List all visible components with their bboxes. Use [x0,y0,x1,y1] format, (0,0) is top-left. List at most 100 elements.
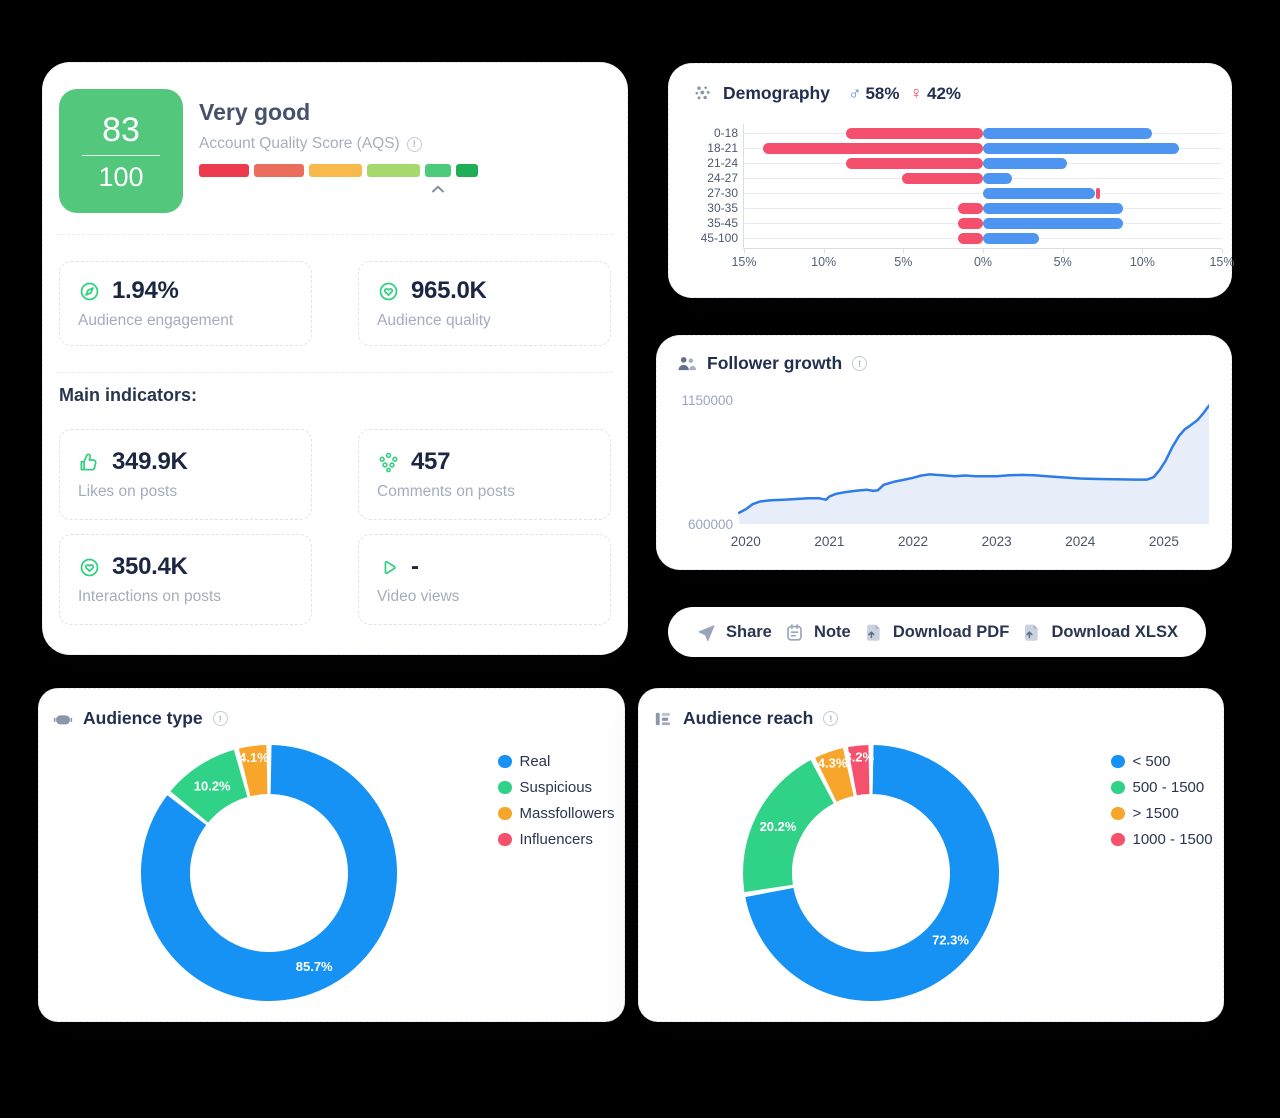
legend-label: > 1500 [1132,805,1179,822]
audience-type-title: Audience type [83,708,203,728]
x-axis-label: 10% [811,255,837,269]
demography-bar-male [983,217,1124,229]
growth-area [739,405,1209,524]
demography-title: Demography [723,83,830,103]
x-axis-tick [1222,249,1223,253]
donut-slice-massfollowers [238,745,269,797]
demography-row-label: 21-24 [707,156,738,170]
audience-reach-card: Audience reach ! 72.3% 20.2% 4.3% 3.2% < 50… [638,688,1224,1022]
demography-row-label: 18-21 [707,141,738,155]
stat-value: 965.0K [411,277,487,304]
info-icon[interactable]: ! [406,136,422,152]
growth-header: Follower growth ! [677,353,868,374]
thumbs-up-icon [78,451,101,474]
x-axis-label: 2021 [814,534,845,549]
female-percent: 42% [927,83,962,103]
female-share: ♀ 42% [910,83,962,104]
legend-label: Suspicious [519,779,593,796]
donut-slice-label: 20.2% [760,819,797,834]
legend-item: Suspicious [498,779,615,796]
legend-label: Massfollowers [519,805,615,822]
compass-icon [78,280,101,303]
x-axis-label: 2023 [981,534,1012,549]
share-icon [696,622,717,643]
action-label: Download XLSX [1051,622,1178,641]
aqs-score-max: 100 [98,161,144,192]
y-axis-label-min: 600000 [687,517,733,532]
growth-title: Follower growth [707,353,843,373]
audience_type-svg: 85.7% 10.2% 4.1% [141,745,397,1001]
legend-item: > 1500 [1111,805,1213,822]
legend-label: 1000 - 1500 [1132,831,1213,848]
indicator-card-comments: 457 Comments on posts [358,429,611,520]
demography-row-label: 24-27 [707,171,738,185]
demography-header: Demography ♂ 58% ♀ 42% [693,83,961,104]
stat-value: 1.94% [112,277,179,304]
demography-bar-male [983,232,1039,244]
legend-dot [498,754,512,769]
x-axis-label: 2022 [897,534,929,549]
note-button[interactable]: Note [784,622,851,643]
stat-label: Audience engagement [78,312,234,329]
donut-slice-1000-1500 [847,745,870,796]
audience-reach-donut: 72.3% 20.2% 4.3% 3.2% [741,743,1001,1003]
audience-type-card: Audience type ! 85.7% 10.2% 4.1% Real Suspi… [38,688,625,1022]
x-axis-label: 5% [1053,255,1072,269]
aqs-scale-segment [199,164,249,177]
x-axis-tick [983,249,984,253]
indicator-card-video: - Video views [358,534,611,625]
actions-bar: Share Note Download PDF Download XLSX [668,607,1206,657]
demography-bar-female [763,142,983,154]
demography-bar-male [983,157,1068,169]
legend-label: Real [519,753,551,770]
legend-dot [1111,806,1125,821]
demography-bar-male [983,127,1152,139]
legend-dot [1111,754,1125,769]
audience-type-donut: 85.7% 10.2% 4.1% [139,743,399,1003]
audience-reach-header: Audience reach ! [653,708,839,729]
growth-line [737,404,1211,514]
chevron-up-icon [431,180,445,193]
demography-row-label: 45-100 [700,231,738,245]
female-icon: ♀ [909,83,924,103]
aqs-scale-segment [254,164,304,177]
play-icon [377,556,400,579]
demography-bar-female [957,217,983,229]
stat-label: Audience quality [377,312,491,329]
indicator-value: 350.4K [112,553,188,580]
download-icon [1021,622,1042,643]
audience-type-icon [53,709,73,729]
y-axis-label-max: 1150000 [681,393,733,408]
aqs-scale-segment [309,164,362,177]
indicator-card-interactions: 350.4K Interactions on posts [59,534,312,625]
audience-type-legend: Real Suspicious Massfollowers Influencers [498,753,615,857]
audience_reach-svg: 72.3% 20.2% 4.3%3.2% [743,745,999,1001]
legend-item: 500 - 1500 [1111,779,1213,796]
indicator-label: Likes on posts [78,483,178,500]
stat-card-quality: 965.0K Audience quality [358,261,611,346]
download-xlsx-button[interactable]: Download XLSX [1021,622,1178,643]
donut-slice-suspicious [170,749,249,824]
aqs-rating: Very good [199,99,311,125]
indicator-card-likes: 349.9K Likes on posts [59,429,312,520]
indicator-label: Video views [377,588,460,605]
x-axis-tick [1142,249,1144,253]
divider [57,372,613,373]
demography-bar-female [845,127,983,139]
info-icon[interactable]: ! [823,711,839,726]
x-axis-label: 0% [973,255,993,269]
share-button[interactable]: Share [696,622,772,643]
donut-slice-label: 4.1% [239,750,269,765]
indicator-label: Comments on posts [377,483,515,500]
info-icon[interactable]: ! [212,711,228,726]
demography-bar-male [983,142,1179,154]
audience-type-header: Audience type ! [53,708,228,729]
info-icon[interactable]: ! [852,356,868,371]
indicator-value: - [411,553,419,580]
download-pdf-button[interactable]: Download PDF [863,622,1009,643]
aqs-scale-segment [456,164,478,177]
aqs-score: 83 [102,110,140,149]
male-icon: ♂ [847,83,862,103]
demography-bar-female [901,172,983,184]
x-axis-label: 5% [894,255,913,269]
